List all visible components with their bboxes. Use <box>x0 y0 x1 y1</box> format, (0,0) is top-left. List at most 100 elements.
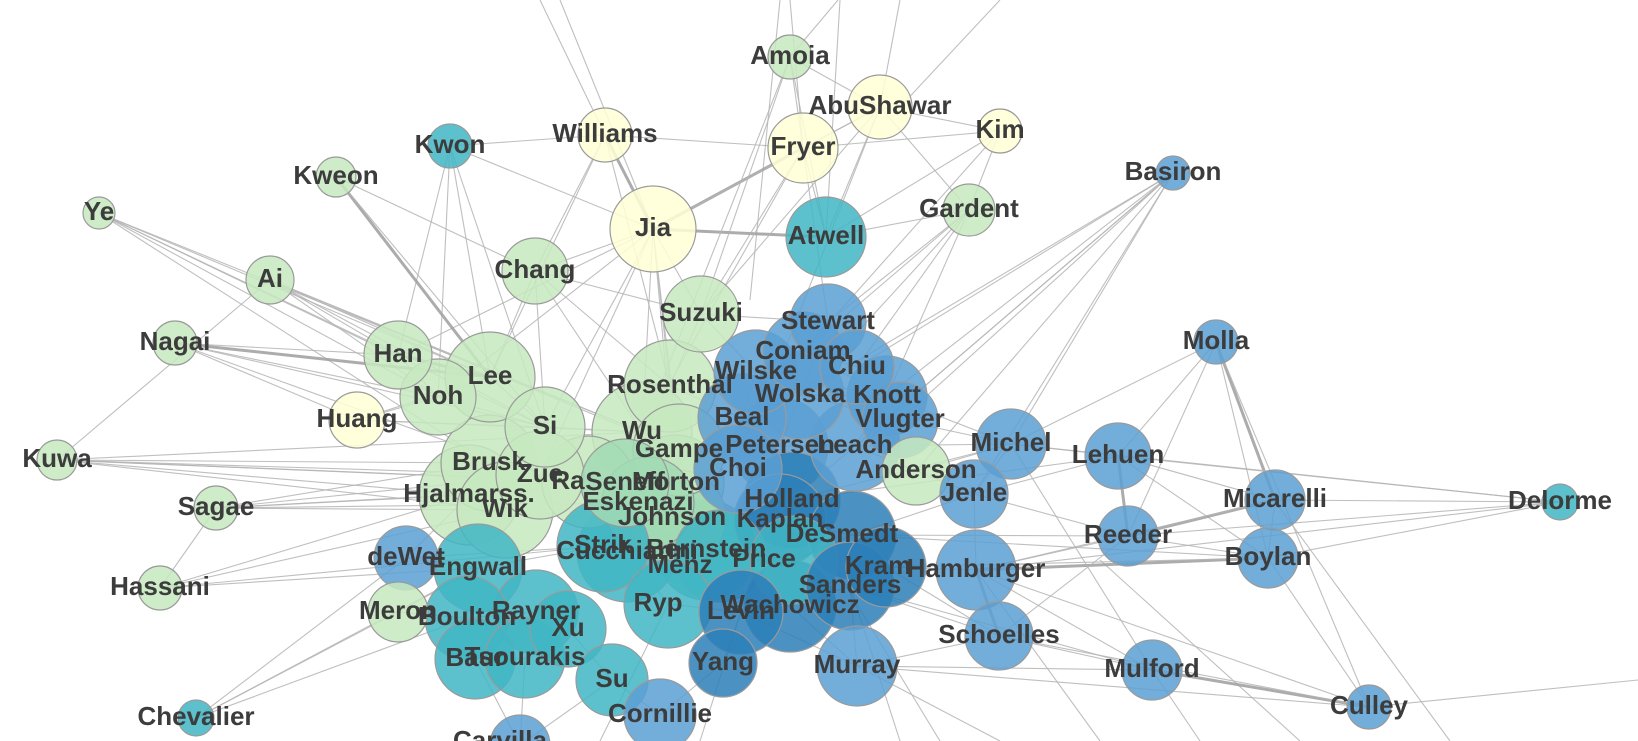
node-lehuen[interactable] <box>1084 422 1152 490</box>
node-circle-basiron[interactable] <box>1155 155 1191 191</box>
node-label-engwall: Engwall <box>429 551 527 581</box>
node-circle-kim[interactable] <box>977 108 1023 154</box>
node-circle-jia[interactable] <box>609 185 697 273</box>
node-circle-ye[interactable] <box>82 196 116 230</box>
node-kwon[interactable] <box>427 123 473 169</box>
node-ai[interactable] <box>245 255 295 305</box>
node-cornillie[interactable] <box>623 678 697 741</box>
node-circle-han[interactable] <box>363 320 433 390</box>
node-circle-reeder[interactable] <box>1097 505 1159 567</box>
node-circle-gardent[interactable] <box>942 183 996 237</box>
node-si[interactable] <box>504 386 586 468</box>
node-label-han: Han <box>373 338 422 368</box>
node-circle-kweon[interactable] <box>315 156 357 198</box>
node-atwell[interactable] <box>785 196 867 278</box>
node-circle-boylan[interactable] <box>1237 527 1299 589</box>
edge-chevalier-dewet <box>195 557 407 719</box>
node-circle-meron[interactable] <box>367 581 429 643</box>
node-chiu[interactable] <box>819 329 895 405</box>
node-circle-choi[interactable] <box>693 424 783 514</box>
node-meron[interactable] <box>367 581 429 643</box>
node-circle-chiu[interactable] <box>819 329 895 405</box>
node-label-boulton: Boulton <box>418 601 516 631</box>
node-fryer[interactable] <box>767 112 839 184</box>
node-gardent[interactable] <box>942 183 996 237</box>
node-amoia[interactable] <box>767 34 813 80</box>
node-hassani[interactable] <box>137 565 183 611</box>
node-boylan[interactable] <box>1237 527 1299 589</box>
node-circle-abushawar[interactable] <box>847 74 913 140</box>
node-delorme[interactable] <box>1541 483 1579 521</box>
node-circle-amoia[interactable] <box>767 34 813 80</box>
node-circle-kwon[interactable] <box>427 123 473 169</box>
node-circle-molla[interactable] <box>1193 319 1239 365</box>
node-circle-hamburger[interactable] <box>935 529 1017 611</box>
node-circle-lehuen[interactable] <box>1084 422 1152 490</box>
node-kweon[interactable] <box>315 156 357 198</box>
node-label-ramo: Ra <box>551 465 585 495</box>
node-circle-chang[interactable] <box>501 237 569 305</box>
node-murray[interactable] <box>816 625 898 707</box>
node-circle-nagai[interactable] <box>152 320 198 366</box>
node-label-price: Price <box>732 543 796 573</box>
node-molla[interactable] <box>1193 319 1239 365</box>
node-circle-culley[interactable] <box>1346 684 1392 730</box>
node-circle-williams[interactable] <box>577 107 633 163</box>
node-circle-chevalier[interactable] <box>177 699 215 737</box>
node-circle-michel[interactable] <box>975 408 1047 480</box>
node-circle-schoelles[interactable] <box>964 601 1034 671</box>
node-circle-yang[interactable] <box>688 628 758 698</box>
node-ye[interactable] <box>82 196 116 230</box>
node-circle-kramer[interactable] <box>845 526 927 608</box>
edge-chevalier-boulton <box>195 617 468 719</box>
node-kim[interactable] <box>977 108 1023 154</box>
node-circle-xu[interactable] <box>529 590 607 668</box>
node-circle-fryer[interactable] <box>767 112 839 184</box>
node-circle-ai[interactable] <box>245 255 295 305</box>
node-label-choi: Choi <box>709 452 767 482</box>
node-kuwa[interactable] <box>36 439 78 481</box>
node-sagae[interactable] <box>193 485 239 531</box>
node-jenle[interactable] <box>939 459 1009 529</box>
node-circle-huang[interactable] <box>328 391 386 449</box>
node-circle-carvilla[interactable] <box>489 714 551 741</box>
node-circle-seneff[interactable] <box>580 438 670 528</box>
node-circle-si[interactable] <box>504 386 586 468</box>
node-kramer[interactable] <box>845 526 927 608</box>
node-nagai[interactable] <box>152 320 198 366</box>
node-chevalier[interactable] <box>177 699 215 737</box>
node-circle-atwell[interactable] <box>785 196 867 278</box>
node-jia[interactable] <box>609 185 697 273</box>
node-label-strik: Strik <box>574 529 632 559</box>
node-suzuki[interactable] <box>662 275 740 353</box>
node-michel[interactable] <box>975 408 1047 480</box>
node-yang[interactable] <box>688 628 758 698</box>
node-williams[interactable] <box>577 107 633 163</box>
node-carvilla[interactable] <box>489 714 551 741</box>
node-reeder[interactable] <box>1097 505 1159 567</box>
node-mulford[interactable] <box>1121 639 1183 701</box>
edge-micarelli-delorme <box>1274 499 1561 503</box>
edge-culley-schoelles <box>998 635 1370 708</box>
node-abushawar[interactable] <box>847 74 913 140</box>
node-circle-sagae[interactable] <box>193 485 239 531</box>
node-circle-delorme[interactable] <box>1541 483 1579 521</box>
node-seneff[interactable] <box>580 438 670 528</box>
node-culley[interactable] <box>1346 684 1392 730</box>
node-chang[interactable] <box>501 237 569 305</box>
node-choi[interactable] <box>693 424 783 514</box>
node-schoelles[interactable] <box>964 601 1034 671</box>
node-circle-murray[interactable] <box>816 625 898 707</box>
node-circle-cornillie[interactable] <box>623 678 697 741</box>
node-circle-mulford[interactable] <box>1121 639 1183 701</box>
node-circle-hassani[interactable] <box>137 565 183 611</box>
node-circle-jenle[interactable] <box>939 459 1009 529</box>
node-circle-kuwa[interactable] <box>36 439 78 481</box>
node-label-mulford: Mulford <box>1104 653 1199 683</box>
node-circle-suzuki[interactable] <box>662 275 740 353</box>
node-han[interactable] <box>363 320 433 390</box>
node-hamburger[interactable] <box>935 529 1017 611</box>
node-xu[interactable] <box>529 590 607 668</box>
node-huang[interactable] <box>328 391 386 449</box>
node-basiron[interactable] <box>1155 155 1191 191</box>
